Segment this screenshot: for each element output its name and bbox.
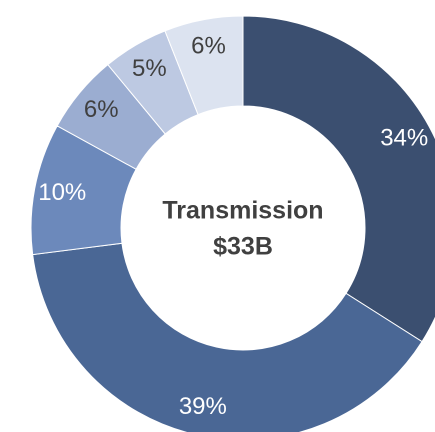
- donut-slice: [164, 15, 244, 116]
- value-label: 6%: [84, 96, 119, 123]
- value-label: 10%: [38, 179, 86, 206]
- donut-slice: [242, 15, 435, 343]
- donut-slice: [32, 242, 423, 432]
- center-title: Transmission: [162, 197, 323, 225]
- value-label: 5%: [132, 55, 167, 82]
- center-value: $33B: [213, 233, 273, 261]
- value-label: 34%: [380, 125, 428, 152]
- value-label: 6%: [191, 33, 226, 60]
- value-label: 39%: [179, 393, 227, 420]
